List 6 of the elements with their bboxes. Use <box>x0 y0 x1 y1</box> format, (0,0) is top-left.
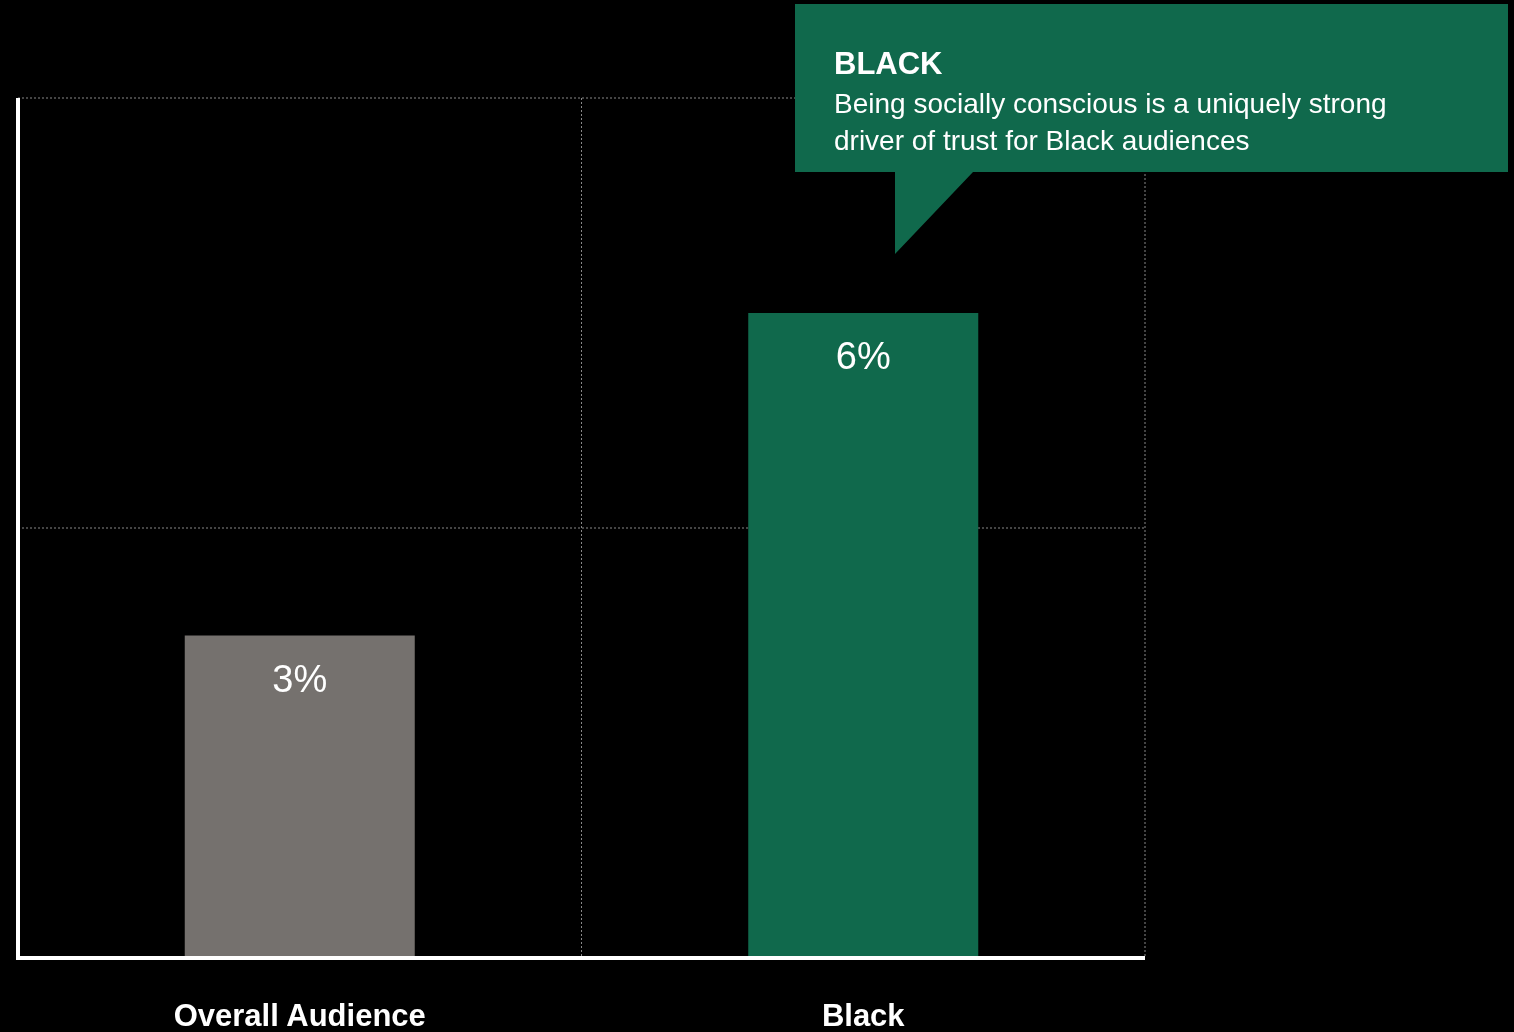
data-label: 6% <box>835 335 891 377</box>
annotation: Being socially conscious is a uniquely strong driver of trust for Black audiences <box>834 88 1387 156</box>
data-label: 3% <box>272 657 328 700</box>
x-tick-label: Overall Audience <box>173 998 426 1032</box>
x-tick-label: Black <box>821 998 906 1032</box>
text: BLACK <box>834 46 944 81</box>
